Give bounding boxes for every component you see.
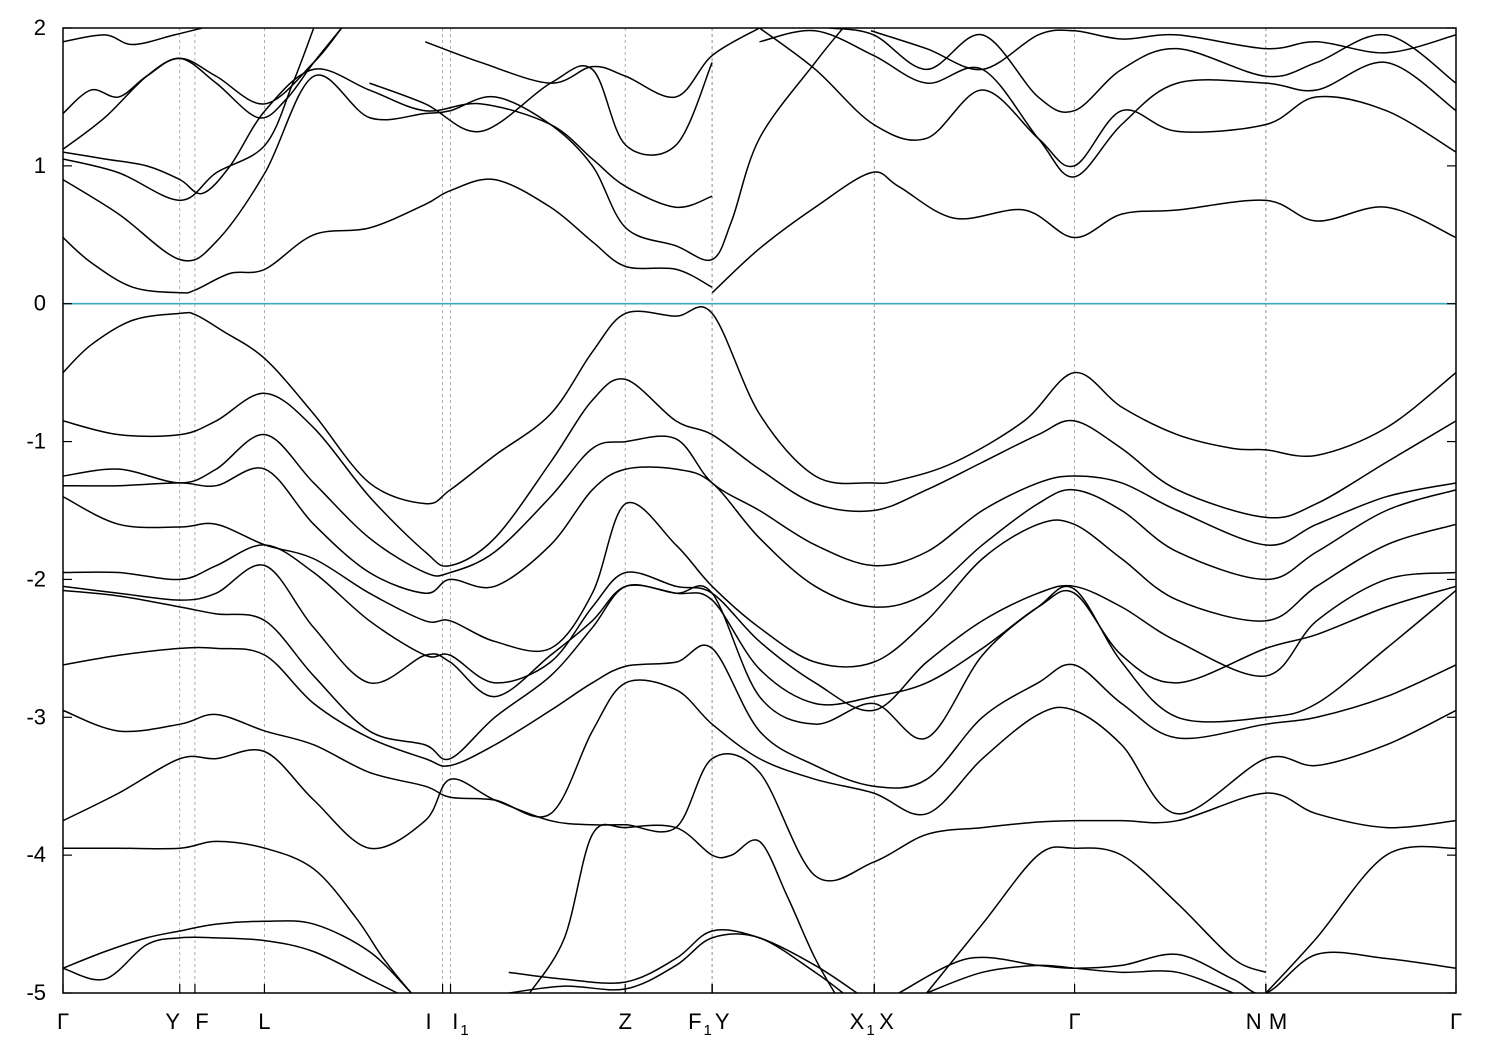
band-line-15 — [1265, 845, 1456, 993]
band-line-11 — [63, 749, 1456, 882]
y-tick-label: 1 — [34, 153, 46, 178]
band-line-8 — [63, 584, 1456, 761]
band-line-9 — [63, 644, 1456, 789]
band-line-4 — [63, 466, 1456, 608]
band-line-14 — [926, 846, 1267, 993]
band-line-32 — [759, 28, 1456, 168]
band-line-35 — [870, 29, 1456, 71]
x-tick-label: M — [1269, 1009, 1287, 1034]
band-line-7 — [63, 564, 1456, 706]
band-line-18 — [508, 929, 858, 993]
x-tick-label: Y — [715, 1009, 730, 1034]
band-line-29 — [369, 62, 713, 156]
x-tick-label: F — [195, 1009, 208, 1034]
band-line-3 — [63, 433, 1456, 577]
band-line-33 — [759, 29, 1456, 178]
band-line-24 — [63, 28, 844, 262]
x-tick-label: Γ — [1069, 1009, 1081, 1034]
band-line-27 — [63, 28, 343, 119]
band-line-1 — [63, 306, 1456, 505]
band-line-12 — [63, 840, 413, 993]
band-line-28 — [63, 68, 713, 209]
band-line-20 — [898, 951, 1456, 993]
y-tick-label: -4 — [26, 842, 46, 867]
x-tick-label: N — [1246, 1009, 1262, 1034]
y-tick-label: -2 — [26, 566, 46, 591]
y-tick-label: -3 — [26, 704, 46, 729]
x-tick-label: Z — [618, 1009, 631, 1034]
band-line-5 — [63, 496, 1456, 668]
x-tick-label: Γ — [57, 1009, 69, 1034]
plot-area — [63, 28, 1456, 993]
band-line-25 — [63, 28, 315, 202]
band-line-10 — [63, 679, 1456, 818]
plot-frame — [62, 27, 1457, 994]
y-tick-label: -5 — [26, 980, 46, 1005]
x-tick-label: Γ — [1450, 1009, 1462, 1034]
x-tick-label: I — [426, 1009, 432, 1034]
x-tick-label: X — [879, 1009, 894, 1034]
band-line-19 — [508, 933, 844, 993]
band-line-26 — [63, 28, 343, 150]
y-tick-label: 0 — [34, 291, 46, 316]
y-tick-label: -1 — [26, 429, 46, 454]
y-tick-label: 2 — [34, 15, 46, 40]
x-tick-label: L — [258, 1009, 270, 1034]
band-line-34 — [829, 28, 1456, 114]
band-line-17 — [63, 936, 398, 993]
band-lines — [63, 28, 1456, 993]
band-line-16 — [63, 920, 412, 993]
x-tick-label: Y — [165, 1009, 180, 1034]
band-line-22 — [63, 178, 713, 294]
y-axis: 2 1 0 -1 -2 -3 -4 -5 — [26, 15, 1456, 1005]
band-line-31 — [63, 28, 203, 46]
band-line-2 — [63, 378, 1456, 567]
band-line-13 — [529, 823, 836, 993]
band-line-30 — [424, 28, 760, 98]
band-line-23 — [711, 171, 1456, 294]
band-line-21 — [926, 964, 1234, 993]
